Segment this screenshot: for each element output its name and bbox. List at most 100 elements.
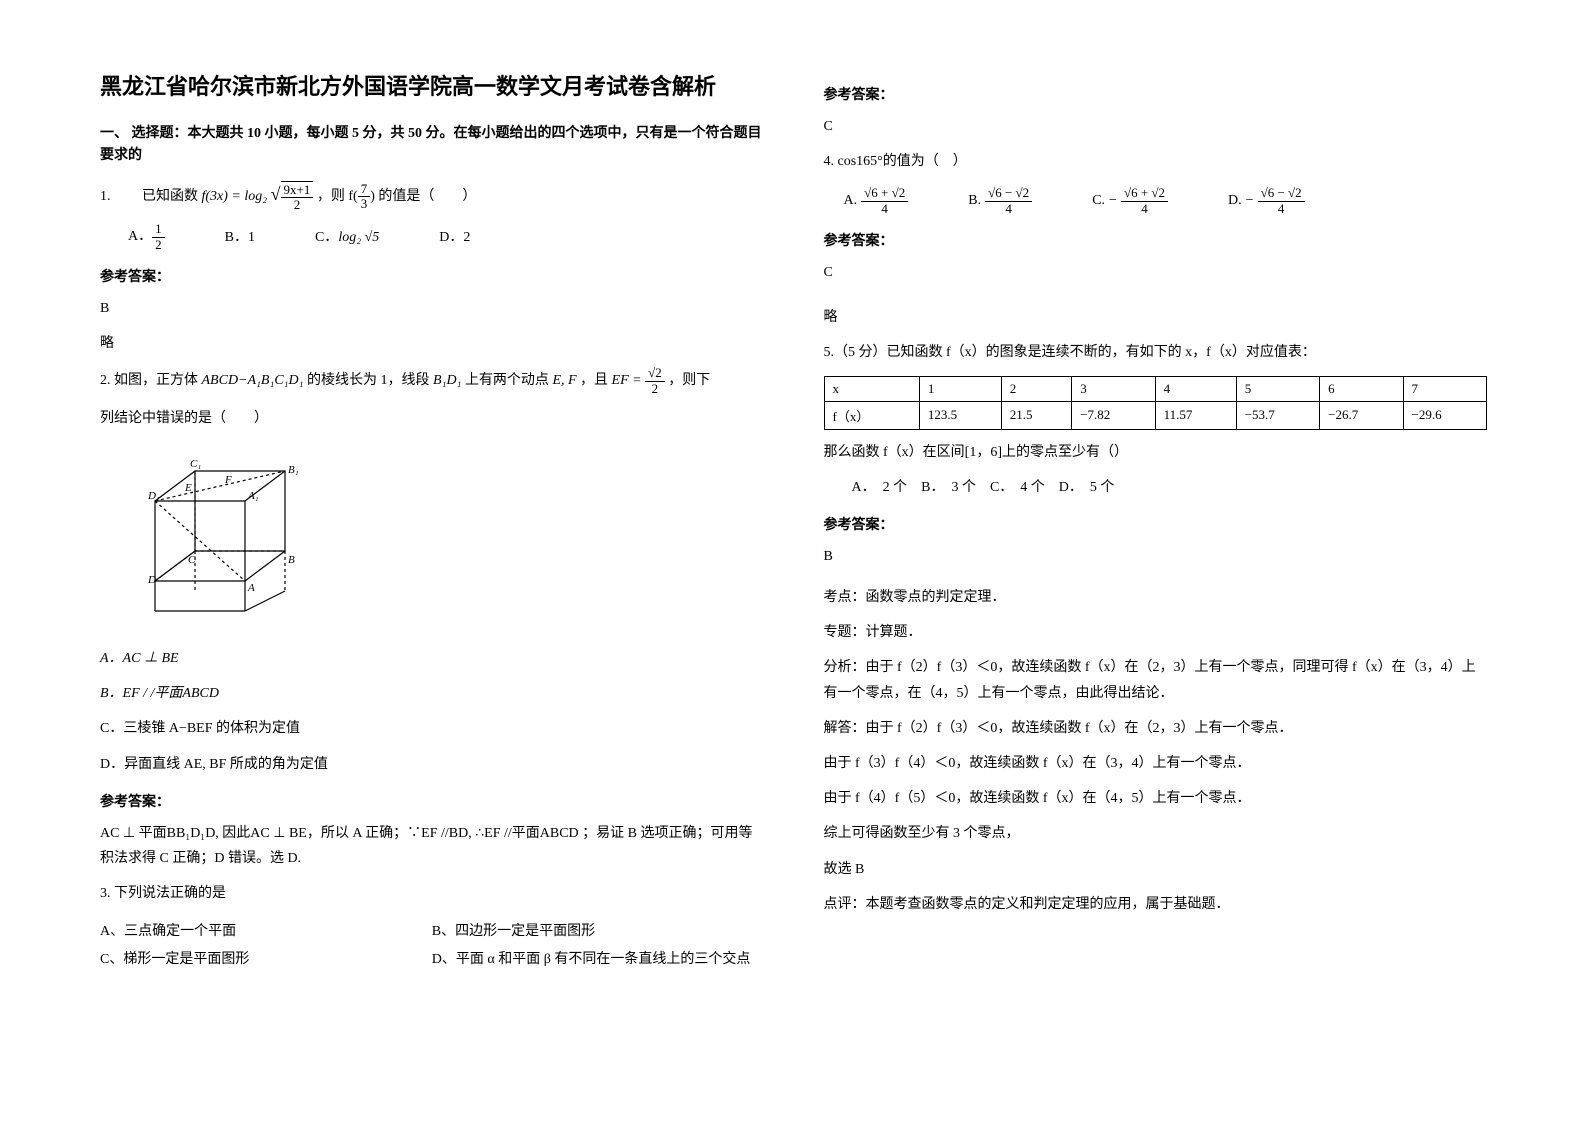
q1-suffix: ) 的值是（ ） [370,189,476,204]
q4-labelC: C. [1092,193,1105,209]
q1-fx: f(3x) = log₂ [202,189,268,204]
q5-answer: B [824,544,1488,569]
cell: −7.82 [1072,401,1155,429]
q4-options: A. √6 + √24 B. √6 − √24 C. − √6 + √24 D.… [824,186,1488,216]
q2-mid2: 上有两个动点 [465,373,549,388]
cell: 6 [1320,376,1403,401]
q1-optB: B．1 [225,225,255,250]
q1-optA-n: 1 [152,222,165,237]
q2-ef-d: 2 [645,382,665,396]
q4-D-prefix: − [1246,193,1254,209]
q2-ef-n: √2 [645,366,665,381]
q5-expl-3: 分析：由于 f（2）f（3）＜0，故连续函数 f（x）在（2，3）上有一个零点，… [824,655,1488,705]
right-column: 参考答案： C 4. cos165°的值为（ ） A. √6 + √24 B. … [824,70,1488,972]
q3-stem: 3. 下列说法正确的是 [100,881,764,906]
q4-labelD: D. [1228,193,1242,209]
q4-A-d: 4 [861,202,908,216]
q2-optB: B．EF / /平面ABCD [100,681,764,706]
q4-D-d: 4 [1258,202,1305,216]
q1-number: 1. [100,189,111,204]
q1-optC-val: log₂ √5 [338,230,379,245]
q5-expl-4: 解答：由于 f（2）f（3）＜0，故连续函数 f（x）在（2，3）上有一个零点． [824,716,1488,741]
cell: 3 [1072,376,1155,401]
q5-expl-5: 由于 f（3）f（4）＜0，故连续函数 f（x）在（3，4）上有一个零点． [824,751,1488,776]
q1-arg-d: 3 [358,197,371,211]
q2-answer: AC ⊥ 平面BB₁D₁D, 因此AC ⊥ BE，所以 A 正确；∵EF //B… [100,821,764,871]
q1-options: A．12 B．1 C．log₂ √5 D．2 [128,222,764,252]
cell: f（x） [824,401,919,429]
q1-answer: B [100,296,764,321]
cell: x [824,376,919,401]
q4-labelB: B. [968,193,981,209]
q4-labelA: A. [844,193,858,209]
q4-C-prefix: − [1109,193,1117,209]
q4-C-n: √6 + √2 [1121,186,1168,201]
q2-stem: 2. 如图，正方体 ABCD−A₁B₁C₁D₁ 的棱线长为 1，线段 B₁D₁ … [100,366,764,396]
svg-text:B₁: B₁ [288,464,299,476]
q1-arg-n: 7 [358,182,371,197]
svg-text:F: F [224,474,232,486]
cell: 123.5 [919,401,1001,429]
q4-answer-note: 略 [824,305,1488,330]
q1-arg-frac: 73 [358,182,371,212]
cell: 7 [1403,376,1486,401]
q2-optA: A．AC ⊥ BE [100,646,764,671]
section-1-heading: 一、 选择题：本大题共 10 小题，每小题 5 分，共 50 分。在每小题给出的… [100,123,764,168]
q3-options: A、三点确定一个平面 B、四边形一定是平面图形 C、梯形一定是平面图形 D、平面… [100,916,764,972]
q2-body1: ABCD−A₁B₁C₁D₁ [202,373,304,388]
svg-text:A₁: A₁ [247,490,259,502]
q2-prefix: 2. 如图，正方体 [100,373,198,388]
exam-title: 黑龙江省哈尔滨市新北方外国语学院高一数学文月考试卷含解析 [100,70,764,103]
cell: 2 [1001,376,1071,401]
q4-D-n: √6 − √2 [1258,186,1305,201]
q2-optC: C．三棱锥 A−BEF 的体积为定值 [100,716,764,741]
q1-optD: D．2 [439,225,470,250]
q2-answer-label: 参考答案： [100,791,764,811]
q1-sqrt-frac: 9x+12 [281,181,314,213]
q5-table: x 1 2 3 4 5 6 7 f（x） 123.5 21.5 −7.82 11… [824,376,1488,430]
q5-expl-8: 故选 B [824,857,1488,882]
q4-optC: C. − √6 + √24 [1092,186,1168,216]
q2-seg: B₁D₁ [433,373,461,388]
q4-A-n: √6 + √2 [861,186,908,201]
q1-sqrt-sign: √ [271,184,281,204]
q1-prefix: 已知函数 [142,189,198,204]
svg-text:D₁: D₁ [147,490,160,502]
q5-expl-2: 专题：计算题． [824,620,1488,645]
q4-stem: 4. cos165°的值为（ ） [824,149,1488,174]
q1-optA-label: A． [128,229,152,244]
cell: −53.7 [1236,401,1319,429]
q1-optA-d: 2 [152,238,165,252]
q1-answer-label: 参考答案： [100,266,764,286]
table-row: f（x） 123.5 21.5 −7.82 11.57 −53.7 −26.7 … [824,401,1487,429]
cell: 21.5 [1001,401,1071,429]
q5-expl-9: 点评：本题考查函数零点的定义和判定定理的应用，属于基础题． [824,892,1488,917]
cell: −29.6 [1403,401,1486,429]
q5-answer-label: 参考答案： [824,514,1488,534]
q4-answer-label: 参考答案： [824,230,1488,250]
q4-optD: D. − √6 − √24 [1228,186,1305,216]
q5-stem: 5.（5 分）已知函数 f（x）的图象是连续不断的，有如下的 x，f（x）对应值… [824,340,1488,365]
q1-sqrt-n: 9x+1 [281,181,314,198]
q4-optB: B. √6 − √24 [968,186,1032,216]
svg-text:B: B [288,554,295,566]
q5-options: A． 2 个 B． 3 个 C． 4 个 D． 5 个 [852,475,1488,500]
cell: 5 [1236,376,1319,401]
q1-optC: C．log₂ √5 [315,225,379,250]
svg-text:A: A [247,582,255,594]
q2-pts: E, F [552,373,576,388]
q3-optB: B、四边形一定是平面图形 [432,920,764,940]
q4-C-d: 4 [1121,202,1168,216]
cell: 1 [919,376,1001,401]
svg-text:C₁: C₁ [190,458,201,470]
cube-diagram: D₁C₁ B₁A₁ DA EF CB [130,451,310,621]
q2-optD: D．异面直线 AE, BF 所成的角为定值 [100,752,764,777]
q2-mid1: 的棱线长为 1，线段 [307,373,430,388]
svg-text:E: E [184,482,192,494]
cell: −26.7 [1320,401,1403,429]
q3-optD: D、平面 α 和平面 β 有不同在一条直线上的三个交点 [432,948,764,968]
q2-ef-frac: √22 [645,366,665,396]
cell: 4 [1155,376,1236,401]
q1-sqrt-d: 2 [281,198,314,212]
q4-optA: A. √6 + √24 [844,186,909,216]
